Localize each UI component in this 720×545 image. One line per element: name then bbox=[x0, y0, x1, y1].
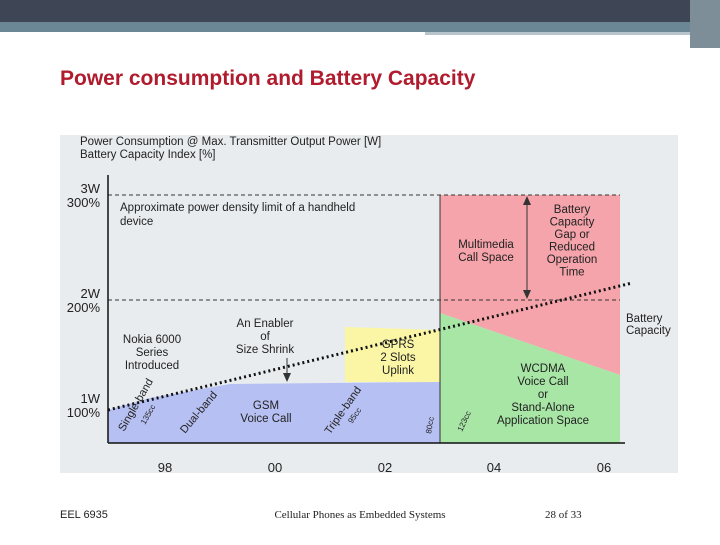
y-label: 200% bbox=[67, 300, 101, 315]
x-label: 06 bbox=[597, 460, 611, 475]
rotated-label: 80cc bbox=[424, 416, 436, 434]
y-label: 300% bbox=[67, 195, 101, 210]
note: Battery bbox=[554, 204, 591, 216]
banner-corner bbox=[690, 0, 720, 48]
note: 2 Slots bbox=[380, 352, 415, 364]
note: Call Space bbox=[458, 252, 514, 264]
footer-right: 28 of 33 bbox=[545, 509, 582, 521]
note: Battery bbox=[626, 313, 663, 325]
x-label: 98 bbox=[158, 460, 172, 475]
axis-title: Power Consumption @ Max. Transmitter Out… bbox=[80, 136, 381, 148]
note: Introduced bbox=[125, 360, 179, 372]
y-label: 3W bbox=[81, 181, 101, 196]
note: Series bbox=[136, 347, 169, 359]
slide-title: Power consumption and Battery Capacity bbox=[60, 67, 476, 90]
note: Gap or bbox=[554, 229, 589, 241]
note: Capacity bbox=[626, 325, 671, 337]
note: Approximate power density limit of a han… bbox=[120, 202, 355, 214]
y-label: 1W bbox=[81, 391, 101, 406]
note: of bbox=[260, 331, 270, 343]
arrow-head bbox=[523, 196, 531, 205]
banner bbox=[0, 0, 720, 22]
wcdma-region bbox=[440, 313, 620, 443]
y-label: 100% bbox=[67, 405, 101, 420]
figure: Power Consumption @ Max. Transmitter Out… bbox=[60, 135, 678, 475]
axis-title: Battery Capacity Index [%] bbox=[80, 149, 216, 161]
gsm-region bbox=[108, 382, 440, 443]
note: Uplink bbox=[382, 365, 414, 377]
banner-accent bbox=[425, 32, 720, 35]
x-label: 02 bbox=[378, 460, 392, 475]
note: Stand-Alone bbox=[511, 402, 574, 414]
x-label: 04 bbox=[487, 460, 501, 475]
note: Application Space bbox=[497, 415, 589, 427]
y-label: 2W bbox=[81, 286, 101, 301]
note: WCDMA bbox=[521, 363, 566, 375]
note: Operation bbox=[547, 254, 598, 266]
note: Size Shrink bbox=[236, 344, 294, 356]
note: Nokia 6000 bbox=[123, 334, 181, 346]
note: or bbox=[538, 389, 548, 401]
arrow-head bbox=[523, 290, 531, 299]
note: Multimedia bbox=[458, 239, 514, 251]
arrow-head bbox=[283, 373, 291, 382]
multimedia-region bbox=[440, 195, 620, 375]
note: GSM bbox=[253, 400, 279, 412]
note: Time bbox=[559, 267, 584, 279]
gprs-region bbox=[345, 327, 440, 382]
note: Voice Call bbox=[517, 376, 568, 388]
note: GPRS bbox=[382, 339, 415, 351]
note: An Enabler bbox=[237, 318, 294, 330]
note: device bbox=[120, 216, 153, 228]
banner-stripe bbox=[0, 22, 720, 32]
note: Reduced bbox=[549, 242, 595, 254]
note: Capacity bbox=[550, 217, 595, 229]
note: Voice Call bbox=[240, 413, 291, 425]
footer-center: Cellular Phones as Embedded Systems bbox=[274, 509, 445, 521]
x-label: 00 bbox=[268, 460, 282, 475]
footer-left: EEL 6935 bbox=[60, 509, 108, 521]
